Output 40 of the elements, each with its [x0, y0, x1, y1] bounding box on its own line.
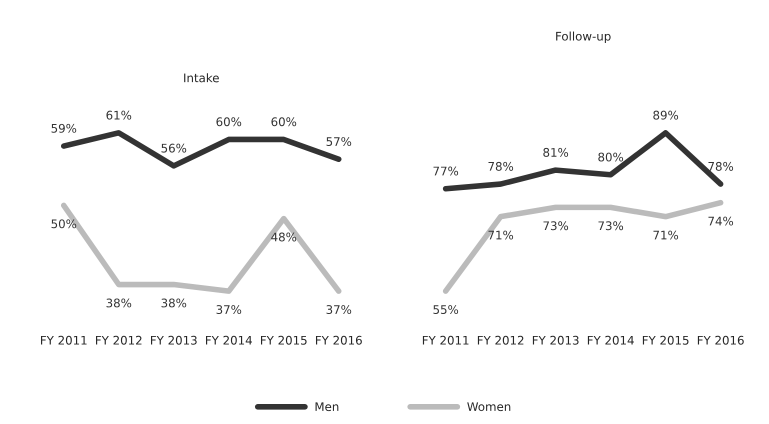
data-label: 48%	[271, 232, 296, 242]
x-tick-label: FY 2015	[261, 336, 307, 345]
data-label: 60%	[271, 117, 296, 126]
x-tick-label: FY 2011	[422, 336, 468, 345]
data-label: 55%	[433, 305, 458, 314]
data-label: 78%	[488, 162, 514, 171]
chart-title: Intake	[184, 73, 219, 82]
x-tick-label: FY 2012	[96, 336, 142, 345]
data-label: 56%	[162, 144, 186, 153]
data-label: 37%	[216, 305, 242, 314]
data-label: 89%	[653, 110, 678, 120]
chart-title: Follow-up	[556, 32, 611, 43]
x-tick-label: FY 2014	[588, 336, 634, 345]
x-tick-label: FY 2012	[478, 336, 524, 345]
data-label: 71%	[653, 230, 678, 240]
data-label: 38%	[162, 298, 186, 308]
data-label: 73%	[543, 221, 568, 230]
data-label: 81%	[543, 148, 568, 157]
data-label: 78%	[708, 162, 734, 171]
data-label: 71%	[488, 230, 514, 240]
data-label: 37%	[326, 305, 352, 314]
data-label: 73%	[598, 221, 624, 230]
data-label: 57%	[326, 137, 352, 146]
data-label: 74%	[708, 216, 734, 226]
data-label: 38%	[106, 298, 132, 308]
x-tick-label: FY 2011	[41, 336, 87, 345]
legend-label: Women	[467, 402, 510, 412]
data-label: 50%	[52, 219, 76, 228]
data-label: 60%	[216, 117, 242, 126]
x-tick-label: FY 2016	[698, 336, 744, 345]
x-tick-label: FY 2016	[316, 336, 362, 345]
data-label: 61%	[106, 110, 132, 120]
data-label: 80%	[598, 152, 624, 162]
x-tick-label: FY 2014	[206, 336, 252, 345]
x-tick-label: FY 2013	[532, 336, 579, 345]
legend-label: Men	[316, 402, 338, 412]
data-label: 59%	[52, 124, 76, 133]
data-label: 77%	[433, 166, 458, 176]
x-tick-label: FY 2013	[151, 336, 197, 345]
x-tick-label: FY 2015	[642, 336, 688, 345]
